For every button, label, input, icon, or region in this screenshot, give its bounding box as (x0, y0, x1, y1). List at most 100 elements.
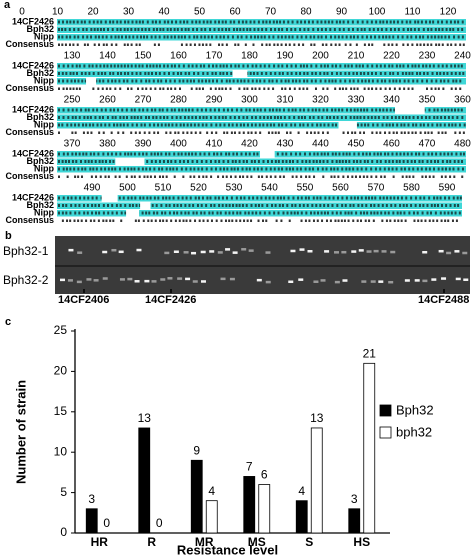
sequence-glyph (388, 35, 391, 39)
sequence-glyph (86, 204, 89, 207)
sequence-glyph (111, 116, 114, 119)
sequence-glyph (193, 79, 196, 83)
sequence-glyph (186, 79, 189, 83)
sequence-glyph (329, 35, 332, 39)
sequence-glyph (367, 72, 370, 75)
consensus-glyph (209, 43, 212, 46)
sequence-glyph (308, 160, 311, 163)
sequence-glyph (107, 211, 110, 215)
gel-band (248, 249, 254, 252)
sequence-glyph (88, 72, 91, 75)
sequence-glyph (449, 160, 452, 163)
sequence-glyph (158, 108, 161, 112)
sequence-glyph (266, 123, 269, 127)
gel-band (378, 280, 384, 283)
gel-band (229, 277, 235, 281)
sequence-glyph (331, 152, 334, 156)
ruler-number: 80 (300, 7, 312, 18)
sequence-glyph (142, 196, 145, 200)
sequence-glyph (394, 204, 397, 207)
sequence-glyph (80, 108, 83, 112)
sequence-glyph (426, 72, 429, 75)
sequence-glyph (138, 108, 141, 112)
sequence-glyph (231, 160, 234, 163)
sequence-glyph (111, 28, 114, 31)
consensus-glyph (242, 175, 245, 178)
consensus-glyph (268, 43, 271, 46)
bar (138, 427, 151, 534)
sequence-glyph (201, 196, 204, 200)
sequence-glyph (210, 167, 213, 171)
gel-row (55, 265, 470, 267)
sequence-glyph (337, 35, 340, 39)
sequence-glyph (136, 35, 139, 39)
sequence-glyph (374, 35, 377, 39)
gel-band (232, 251, 238, 254)
sequence-glyph (197, 123, 200, 127)
sequence-glyph (115, 211, 118, 215)
ruler-number: 70 (265, 7, 277, 18)
sequence-glyph (184, 72, 187, 75)
sequence-glyph (379, 167, 382, 171)
sequence-glyph (169, 167, 172, 171)
sequence-glyph (454, 123, 457, 127)
sequence-glyph (281, 28, 284, 31)
sequence-glyph (91, 196, 94, 200)
consensus-glyph (182, 175, 185, 178)
consensus-glyph (393, 219, 396, 222)
sequence-glyph (348, 160, 351, 163)
sequence-glyph (317, 167, 320, 171)
sequence-glyph (374, 196, 377, 200)
sequence-glyph (58, 108, 60, 112)
sequence-glyph (208, 211, 211, 215)
sequence-glyph (422, 204, 425, 207)
gel-band (313, 280, 319, 283)
bar (190, 459, 203, 534)
sequence-glyph (341, 196, 344, 200)
sequence-glyph (111, 204, 114, 207)
gel-band (191, 251, 197, 255)
sequence-glyph (236, 167, 239, 171)
sequence-glyph (124, 20, 127, 24)
sequence-glyph (319, 204, 322, 207)
consensus-glyph (370, 175, 373, 178)
sequence-glyph (331, 20, 334, 24)
consensus-glyph (229, 87, 232, 90)
sequence-glyph (405, 204, 408, 207)
consensus-glyph (198, 87, 201, 90)
sequence-glyph (84, 108, 87, 112)
sequence-glyph (323, 123, 326, 127)
consensus-glyph (402, 43, 405, 46)
consensus-glyph (194, 219, 197, 222)
sequence-glyph (446, 72, 449, 75)
sequence-glyph (67, 116, 70, 119)
sequence-glyph (154, 20, 157, 24)
sequence-glyph (78, 116, 81, 119)
sequence-glyph (360, 167, 363, 171)
consensus-glyph (428, 175, 431, 178)
sequence-glyph (186, 20, 189, 24)
gel-band (102, 277, 108, 280)
sequence-glyph (310, 211, 313, 215)
sequence-glyph (127, 196, 130, 200)
sequence-glyph (327, 123, 330, 127)
sequence-glyph (357, 204, 360, 207)
ruler-number: 410 (206, 139, 223, 150)
sequence-glyph (194, 196, 197, 200)
sequence-glyph (75, 72, 78, 75)
consensus-glyph (58, 87, 60, 90)
sequence-glyph (370, 72, 373, 75)
sequence-glyph (460, 64, 463, 68)
sequence-glyph (234, 160, 237, 163)
consensus-glyph (154, 219, 157, 222)
sequence-glyph (445, 64, 448, 68)
sequence-glyph (439, 211, 442, 215)
sequence-glyph (91, 204, 94, 207)
sequence-glyph (82, 204, 85, 207)
sequence-glyph (441, 167, 444, 171)
sequence-glyph (172, 211, 175, 215)
sequence-glyph (386, 116, 389, 119)
sequence-gap (101, 195, 118, 202)
sequence-glyph (141, 64, 144, 68)
